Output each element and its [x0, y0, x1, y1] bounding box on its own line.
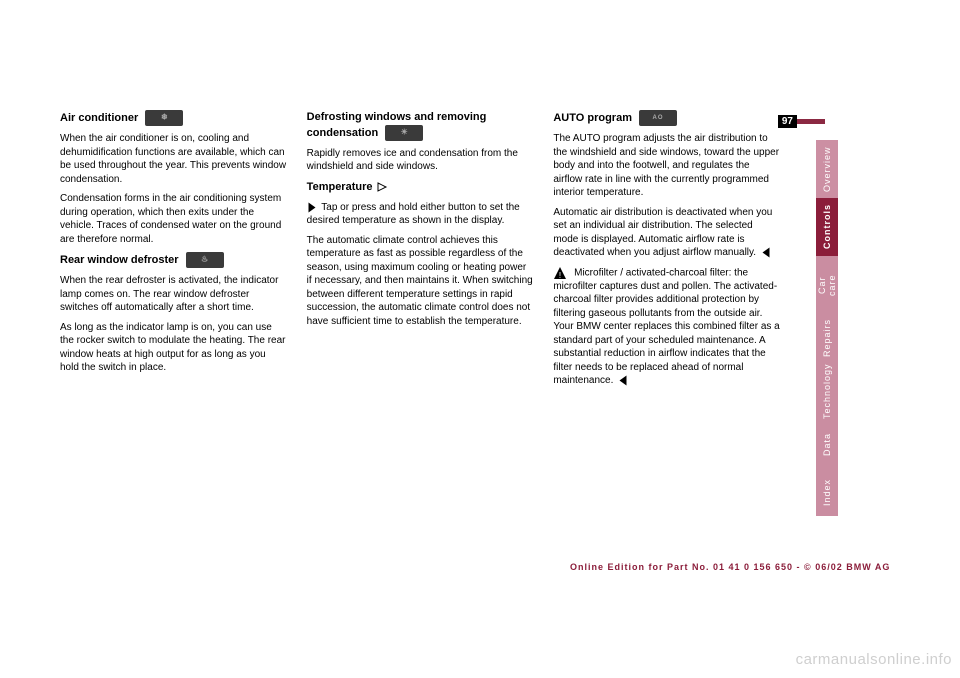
para-dw-1: Rapidly removes ice and condensation fro…	[307, 147, 534, 174]
column-3: AUTO program The AUTO program adjusts th…	[553, 110, 780, 394]
column-1: Air conditioner When the air conditioner…	[60, 110, 287, 394]
para-auto-2-text: Automatic air distribution is deactivate…	[553, 207, 772, 259]
para-auto-2: Automatic air distribution is deactivate…	[553, 206, 780, 260]
triangle-outline-icon	[376, 181, 388, 193]
tab-carcare[interactable]: Car care	[816, 256, 838, 314]
para-def-1: When the rear defroster is activated, th…	[60, 274, 287, 315]
heading-defrost-win: Defrosting windows and removing condensa…	[307, 110, 534, 141]
tab-overview[interactable]: Overview	[816, 140, 838, 198]
side-tab-strip: Overview Controls Car care Repairs Techn…	[816, 140, 838, 516]
tab-controls[interactable]: Controls	[816, 198, 838, 256]
para-auto-3: ! Microfilter / activated-charcoal filte…	[553, 266, 780, 388]
heading-ac-text: Air conditioner	[60, 112, 138, 124]
snowflake-icon	[145, 110, 183, 126]
sun-icon	[385, 125, 423, 141]
heading-defroster-text: Rear window defroster	[60, 254, 179, 266]
para-temp-1: Tap or press and hold either button to s…	[307, 201, 534, 228]
tab-index[interactable]: Index	[816, 468, 838, 516]
tab-data[interactable]: Data	[816, 420, 838, 468]
heading-defroster: Rear window defroster	[60, 252, 287, 268]
heading-temp: Temperature	[307, 180, 534, 195]
page-number-badge: 97	[778, 115, 825, 128]
footer-edition-line: Online Edition for Part No. 01 41 0 156 …	[570, 562, 890, 572]
triangle-solid-icon-2	[762, 247, 769, 257]
page-number: 97	[778, 115, 797, 128]
triangle-solid-icon	[308, 202, 315, 212]
para-temp-1-text: Tap or press and hold either button to s…	[307, 202, 520, 227]
para-temp-2: The automatic climate control achieves t…	[307, 234, 534, 329]
heading-auto-text: AUTO program	[553, 112, 632, 124]
para-auto-3-text: Microfilter / activated-charcoal filter:…	[553, 267, 779, 386]
tab-repairs[interactable]: Repairs	[816, 314, 838, 362]
heading-ac: Air conditioner	[60, 110, 287, 126]
page-number-bar	[797, 119, 825, 124]
column-2: Defrosting windows and removing condensa…	[307, 110, 534, 394]
tab-technology[interactable]: Technology	[816, 362, 838, 420]
svg-text:!: !	[559, 271, 561, 280]
warning-icon: !	[553, 266, 567, 280]
para-def-2: As long as the indicator lamp is on, you…	[60, 321, 287, 375]
heading-temp-text: Temperature	[307, 181, 373, 193]
auto-icon	[639, 110, 677, 126]
defrost-icon	[186, 252, 224, 268]
heading-auto: AUTO program	[553, 110, 780, 126]
para-auto-1: The AUTO program adjusts the air distrib…	[553, 132, 780, 200]
para-ac-2: Condensation forms in the air conditioni…	[60, 192, 287, 246]
triangle-solid-icon-3	[620, 376, 627, 386]
para-ac-1: When the air conditioner is on, cooling …	[60, 132, 287, 186]
watermark: carmanualsonline.info	[796, 651, 952, 668]
page-content: Air conditioner When the air conditioner…	[60, 110, 780, 394]
